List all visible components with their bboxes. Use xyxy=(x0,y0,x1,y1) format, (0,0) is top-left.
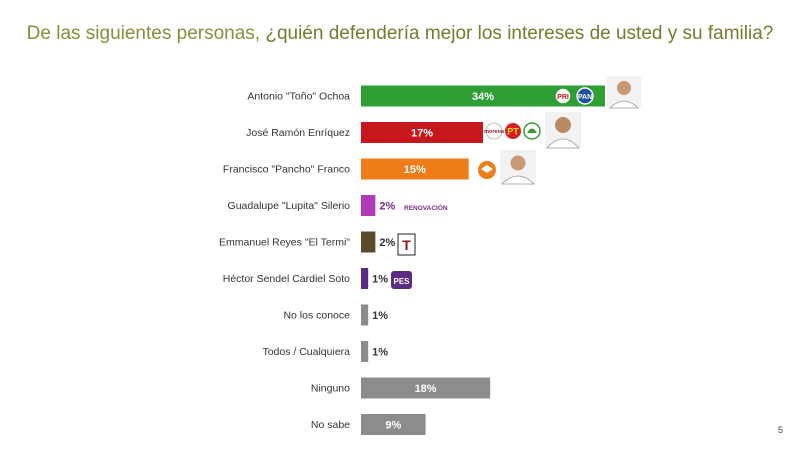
category-label: Todos / Cualquiera xyxy=(262,346,350,358)
value-label: 9% xyxy=(385,420,401,432)
candidate-photo-enriquez xyxy=(545,112,581,149)
category-label: Emmanuel Reyes "El Termi" xyxy=(219,237,350,249)
candidate-photo-franco xyxy=(500,150,536,185)
logo-group-enriquez: morena PT xyxy=(484,112,581,149)
bar xyxy=(361,304,369,326)
pan-logo-text: PAN xyxy=(578,94,592,101)
chart-title: De las siguientes personas, ¿quién defen… xyxy=(0,22,800,45)
pt-logo-text: PT xyxy=(507,127,519,137)
value-labels: 34% 17% 15% 2% 2% 1% 1% 1% 18% 9% xyxy=(372,91,494,432)
value-label: 34% xyxy=(472,91,494,103)
bars xyxy=(361,85,605,435)
bar xyxy=(361,268,369,289)
bar xyxy=(361,122,483,143)
t-logo-icon: T xyxy=(397,233,416,256)
value-label: 1% xyxy=(372,347,388,359)
pt-logo-icon xyxy=(505,123,521,139)
value-label: 2% xyxy=(379,237,395,249)
t-logo-text: T xyxy=(402,237,411,253)
pri-logo-text: PRI xyxy=(557,94,569,101)
value-label: 1% xyxy=(372,274,388,286)
category-label: Héctor Sendel Cardiel Soto xyxy=(223,273,350,285)
pri-logo-icon xyxy=(554,87,572,105)
bar xyxy=(361,341,369,362)
candidate-photo-ochoa xyxy=(607,76,641,109)
logo-group-franco xyxy=(478,150,536,185)
category-label: Francisco "Pancho" Franco xyxy=(223,164,350,176)
category-label: Guadalupe "Lupita" Silerio xyxy=(228,200,351,212)
value-label: 1% xyxy=(372,310,388,322)
logo-group-ochoa: PRI PAN xyxy=(554,76,641,109)
bar xyxy=(361,158,469,180)
morena-logo-icon xyxy=(485,122,503,140)
value-label: 2% xyxy=(379,201,395,213)
pes-logo-icon: PES xyxy=(391,271,412,289)
category-label: No sabe xyxy=(311,419,350,431)
title-plain: De las siguientes personas, xyxy=(26,23,266,44)
title-question: ¿quién defendería mejor los intereses de… xyxy=(265,23,774,44)
morena-logo-text: morena xyxy=(484,129,505,135)
category-labels: Antonio "Toño" Ochoa José Ramón Enríquez F… xyxy=(219,91,350,432)
pan-logo-icon xyxy=(576,87,594,105)
value-label: 18% xyxy=(415,383,437,395)
bar xyxy=(361,414,426,435)
bar xyxy=(361,377,491,399)
bar xyxy=(361,195,376,216)
value-label: 17% xyxy=(411,128,433,140)
category-label: José Ramón Enríquez xyxy=(246,127,350,139)
bar xyxy=(361,85,605,107)
category-label: No los conoce xyxy=(283,310,350,322)
pes-logo-text: PES xyxy=(393,277,410,286)
category-label: Ninguno xyxy=(311,383,350,395)
category-label: Antonio "Toño" Ochoa xyxy=(247,91,350,103)
bar xyxy=(361,231,376,253)
value-label: 15% xyxy=(404,164,426,176)
page-number: 5 xyxy=(778,425,784,435)
renovacion-logo: RENOVACIÓN xyxy=(404,203,448,212)
